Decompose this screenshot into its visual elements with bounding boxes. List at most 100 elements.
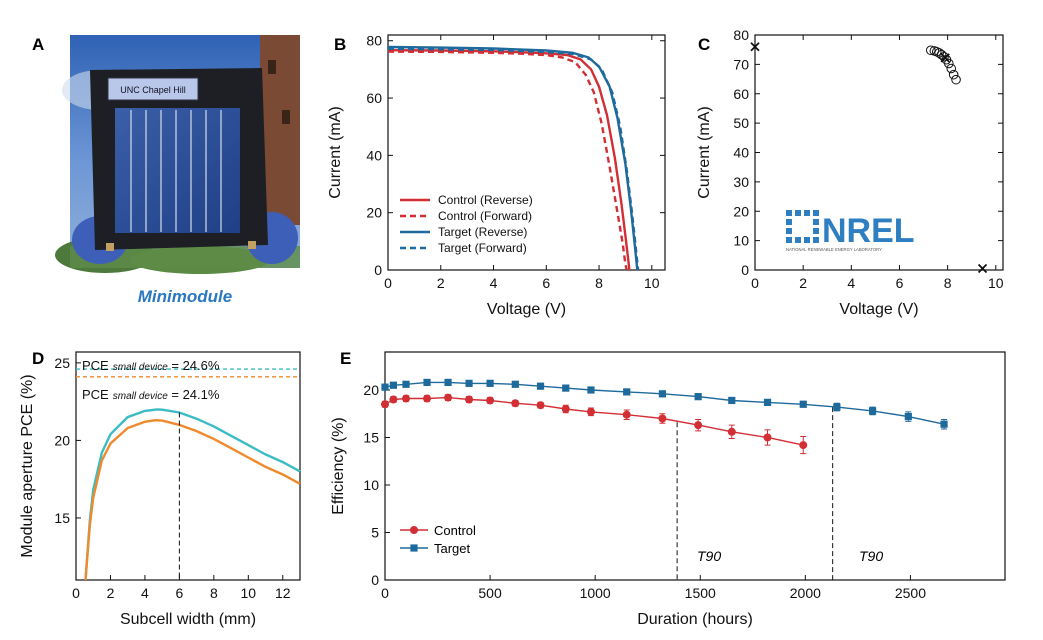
x-tick-label: 6 <box>542 275 550 291</box>
data-point-circle <box>925 45 936 56</box>
data-point-target <box>402 380 410 388</box>
x-tick-label: 10 <box>644 275 660 291</box>
data-point-target <box>465 379 473 387</box>
x-tick-label: 12 <box>275 585 291 601</box>
iv-curve-0 <box>387 49 631 271</box>
legend-label-2: Target (Reverse) <box>438 225 527 239</box>
x-tick-label: 1500 <box>685 585 716 601</box>
data-point-control <box>799 441 808 450</box>
x-axis-label: Voltage (V) <box>487 301 566 318</box>
nrel-logo-subtext: NATIONAL RENEWABLE ENERGY LABORATORY <box>786 247 882 252</box>
data-point-circle <box>939 51 949 62</box>
pce-annotation-control: PCE small device = 24.1% <box>82 387 220 402</box>
y-tick-label: 30 <box>733 174 749 190</box>
x-tick-label: 8 <box>210 585 218 601</box>
pce-control-value: = 24.1% <box>168 387 220 402</box>
x-tick-label: 10 <box>241 585 257 601</box>
data-point-target <box>587 386 595 394</box>
pce-target-value: = 24.6% <box>168 358 220 373</box>
x-tick-label: 0 <box>751 275 759 291</box>
data-point-target <box>562 384 570 392</box>
data-point-target <box>623 388 631 396</box>
x-tick-label: 10 <box>988 275 1004 291</box>
pce-control-prefix: PCE <box>82 387 109 402</box>
iv-curve-3 <box>387 47 640 271</box>
data-point-control <box>727 427 736 436</box>
y-tick-label: 10 <box>733 233 749 249</box>
x-tick-label: 4 <box>141 585 149 601</box>
x-tick-label: 2 <box>107 585 115 601</box>
data-point-control <box>586 407 595 416</box>
data-point-control <box>694 421 703 430</box>
data-point-target <box>763 398 772 406</box>
y-tick-label: 40 <box>733 145 749 161</box>
data-point-circle <box>944 58 954 69</box>
data-point-target <box>904 413 912 421</box>
panel-b-letter: B <box>334 35 346 54</box>
panel-a-caption: Minimodule <box>138 287 232 306</box>
y-tick-label: 0 <box>374 262 382 278</box>
y-tick-label: 0 <box>371 572 379 588</box>
data-point-target <box>799 400 807 408</box>
x-axis-label: Subcell width (mm) <box>120 611 256 628</box>
data-point-cross <box>940 53 950 63</box>
data-point-target <box>381 383 389 391</box>
plot-frame <box>387 34 666 271</box>
y-tick-label: 60 <box>366 90 382 106</box>
data-point-circle <box>951 74 961 85</box>
y-tick-label: 15 <box>363 430 379 446</box>
x-tick-label: 8 <box>944 275 952 291</box>
x-axis-label: Duration (hours) <box>637 611 753 628</box>
chart-d: 0 2 4 6 8 10 12 15 20 25 Subcell width (mm) Module … <box>19 351 301 628</box>
panel-a-letter: A <box>32 35 44 54</box>
data-point-control <box>658 414 667 423</box>
legend-marker-0 <box>410 526 418 534</box>
panel-a: A UNC Chapel Hill <box>32 35 300 306</box>
legend-marker-1 <box>410 544 418 552</box>
data-point-control <box>622 410 631 419</box>
y-tick-label: 40 <box>366 147 382 163</box>
plot-frame <box>384 351 1006 581</box>
panel-c-letter: C <box>698 35 710 54</box>
data-point-control <box>486 396 495 405</box>
legend-label-0: Control (Reverse) <box>438 193 533 207</box>
stability-line-0 <box>384 396 804 446</box>
y-tick-label: 20 <box>363 382 379 398</box>
y-axis-label: Current (mA) <box>696 106 713 198</box>
legend-label-1: Control (Forward) <box>438 209 532 223</box>
legend-label-0: Control <box>434 523 476 538</box>
data-point-target <box>444 378 452 386</box>
legend-label-1: Target <box>434 541 471 556</box>
data-point-target <box>486 379 494 387</box>
data-point-circle <box>931 46 942 57</box>
y-axis-label: Efficiency (%) <box>330 417 347 515</box>
y-tick-label: 60 <box>733 86 749 102</box>
x-tick-label: 0 <box>384 275 392 291</box>
y-axis-label: Module aperture PCE (%) <box>19 374 36 557</box>
pce-control-sub: small device <box>113 391 168 402</box>
photo-sign-text: UNC Chapel Hill <box>120 85 186 95</box>
panel-d-letter: D <box>32 349 44 368</box>
data-point-target <box>658 390 667 398</box>
y-tick-label: 10 <box>363 477 379 493</box>
y-tick-label: 20 <box>54 432 70 448</box>
x-tick-label: 4 <box>847 275 855 291</box>
x-tick-label: 4 <box>490 275 498 291</box>
y-tick-label: 70 <box>733 56 749 72</box>
nrel-logo: NREL NATIONAL RENEWABLE ENERGY LABORATOR… <box>786 210 915 252</box>
pce-curve-0 <box>84 408 301 581</box>
data-point-control <box>381 400 389 409</box>
y-tick-label: 80 <box>366 33 382 49</box>
y-tick-label: 20 <box>366 205 382 221</box>
panel-e-letter: E <box>340 349 351 368</box>
data-point-control <box>536 401 545 410</box>
data-point-cross <box>977 263 988 274</box>
x-tick-label: 8 <box>595 275 603 291</box>
data-point-control <box>402 394 411 403</box>
x-tick-label: 0 <box>381 585 389 601</box>
y-tick-label: 80 <box>733 27 749 43</box>
data-point-target <box>423 378 431 386</box>
x-tick-label: 6 <box>175 585 183 601</box>
